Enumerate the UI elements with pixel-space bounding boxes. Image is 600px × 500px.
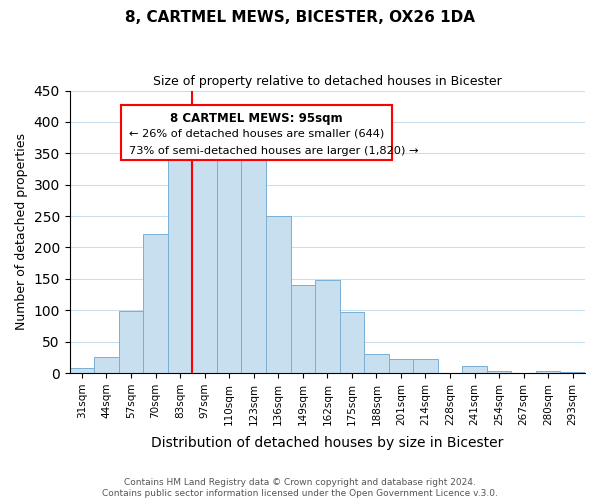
Bar: [536, 371, 560, 373]
Bar: [315, 280, 340, 373]
Text: 8, CARTMEL MEWS, BICESTER, OX26 1DA: 8, CARTMEL MEWS, BICESTER, OX26 1DA: [125, 10, 475, 25]
Bar: [364, 354, 389, 373]
Title: Size of property relative to detached houses in Bicester: Size of property relative to detached ho…: [153, 75, 502, 88]
Text: Contains HM Land Registry data © Crown copyright and database right 2024.
Contai: Contains HM Land Registry data © Crown c…: [102, 478, 498, 498]
Bar: [340, 312, 364, 373]
Bar: [487, 370, 511, 373]
Bar: [143, 234, 168, 373]
Bar: [94, 358, 119, 373]
X-axis label: Distribution of detached houses by size in Bicester: Distribution of detached houses by size …: [151, 436, 503, 450]
Bar: [193, 142, 217, 373]
Bar: [462, 366, 487, 373]
Y-axis label: Number of detached properties: Number of detached properties: [15, 134, 28, 330]
Bar: [241, 156, 266, 373]
Bar: [266, 216, 290, 373]
Bar: [290, 285, 315, 373]
Bar: [560, 372, 585, 373]
Text: ← 26% of detached houses are smaller (644): ← 26% of detached houses are smaller (64…: [129, 128, 384, 138]
Bar: [70, 368, 94, 373]
Bar: [119, 311, 143, 373]
Bar: [217, 148, 241, 373]
Text: 8 CARTMEL MEWS: 95sqm: 8 CARTMEL MEWS: 95sqm: [170, 112, 343, 124]
Bar: [168, 147, 193, 373]
Bar: [389, 359, 413, 373]
Bar: [413, 359, 438, 373]
Bar: [121, 104, 392, 160]
Text: 73% of semi-detached houses are larger (1,820) →: 73% of semi-detached houses are larger (…: [129, 146, 418, 156]
